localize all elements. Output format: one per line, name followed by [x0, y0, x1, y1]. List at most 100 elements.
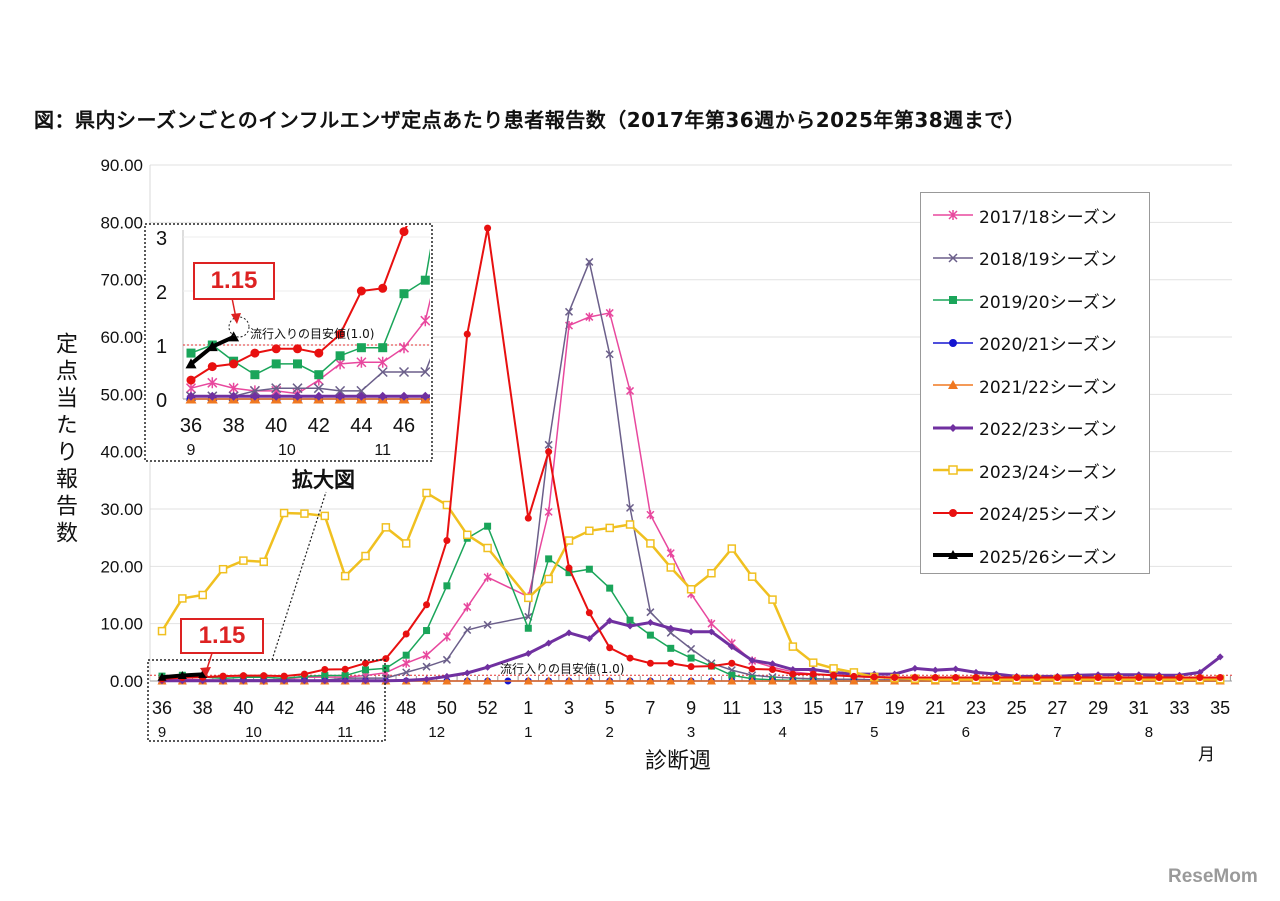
x-tick-label: 25	[1007, 698, 1027, 718]
inset-x-tick-label: 42	[308, 415, 330, 437]
x-tick-label: 38	[193, 698, 213, 718]
series-2021-22	[185, 393, 473, 404]
data-point	[378, 343, 388, 353]
data-point	[565, 564, 573, 572]
legend-label: 2020/21シーズン	[979, 335, 1117, 355]
legend-item: 2018/19シーズン	[931, 246, 1117, 270]
data-point	[441, 394, 452, 404]
inset-y-tick-label: 3	[156, 228, 167, 250]
data-point	[239, 672, 247, 680]
data-point	[463, 602, 472, 612]
data-point	[830, 671, 838, 679]
x-tick-label: 31	[1129, 698, 1149, 718]
data-point	[177, 670, 187, 679]
data-point	[300, 670, 308, 678]
data-point	[748, 656, 756, 664]
data-point	[249, 385, 260, 396]
series-line	[160, 491, 1221, 681]
data-point	[422, 662, 431, 671]
data-point	[399, 289, 409, 299]
data-point	[646, 631, 654, 639]
data-point	[300, 677, 308, 685]
data-point	[707, 662, 715, 670]
legend-swatch-diamond-icon	[933, 423, 973, 432]
data-point	[666, 676, 676, 685]
data-point	[335, 351, 345, 361]
data-point	[707, 568, 716, 578]
data-point	[891, 674, 899, 682]
legend-label: 2023/24シーズン	[979, 462, 1117, 483]
legend-label: 2021/22シーズン	[979, 377, 1117, 398]
legend-swatch-triangle-icon	[933, 380, 973, 389]
data-point	[666, 563, 675, 572]
series-line	[162, 619, 1222, 683]
data-point	[1176, 674, 1183, 682]
data-point	[356, 356, 367, 368]
series-2025-26	[157, 669, 208, 681]
legend: 2017/18シーズン 2018/19シーズン 2019/20シーズン 2020/21…	[920, 192, 1150, 574]
data-point	[769, 666, 776, 674]
data-point	[483, 620, 492, 629]
legend-item: 2025/26シーズン	[931, 543, 1117, 568]
data-point	[606, 644, 614, 652]
data-point	[687, 654, 695, 662]
data-point	[972, 668, 980, 676]
data-point	[462, 394, 473, 404]
data-point	[186, 375, 196, 385]
legend-marker	[949, 296, 957, 304]
data-point	[362, 666, 369, 674]
y-tick-label: 60.00	[100, 328, 143, 347]
series-2024-25	[158, 224, 1224, 683]
callout-arrowhead	[200, 667, 211, 677]
data-point	[728, 671, 736, 679]
series-line	[161, 227, 1221, 680]
data-point	[483, 543, 492, 553]
data-point	[271, 383, 282, 394]
data-point	[585, 526, 594, 536]
x-tick-label: 40	[233, 698, 253, 718]
data-point	[687, 663, 695, 671]
data-point	[544, 440, 553, 449]
data-point	[421, 184, 430, 193]
data-point	[320, 511, 330, 521]
data-point	[524, 649, 532, 657]
data-point	[341, 672, 349, 680]
data-point	[239, 556, 248, 565]
inset-month-label: 10	[278, 442, 296, 459]
x-tick-label: 9	[686, 698, 696, 718]
y-tick-label: 80.00	[100, 213, 143, 232]
data-point	[271, 344, 281, 354]
x-tick-label: 17	[844, 698, 864, 718]
data-point	[377, 356, 388, 368]
data-point	[260, 672, 268, 680]
data-point	[1013, 674, 1021, 682]
data-point	[1094, 674, 1102, 682]
legend-item: 2021/22シーズン	[931, 373, 1117, 398]
data-point	[292, 383, 303, 394]
x-tick-label: 42	[274, 698, 294, 718]
data-point	[463, 260, 472, 269]
data-point	[356, 385, 367, 396]
x-tick-label: 7	[645, 698, 655, 718]
data-point	[545, 639, 553, 647]
data-point	[1033, 674, 1041, 682]
inset-x-tick-label: 46	[393, 415, 415, 437]
data-point	[420, 275, 430, 285]
data-point	[707, 628, 715, 636]
data-point	[646, 539, 655, 548]
data-point	[463, 669, 471, 677]
data-point	[402, 668, 411, 677]
data-point	[809, 670, 817, 678]
data-point	[667, 624, 675, 632]
data-point	[178, 594, 187, 603]
data-point	[279, 508, 289, 518]
callout-badge-inset: 1.15	[193, 262, 275, 300]
month-label: 10	[245, 724, 262, 741]
data-point	[321, 672, 329, 680]
data-point	[768, 676, 777, 685]
data-point	[442, 314, 451, 323]
y-axis-title: 定点当たり報告数	[52, 332, 77, 548]
data-point	[313, 383, 324, 394]
inset-month-label: 9	[187, 442, 196, 459]
data-point	[443, 672, 451, 680]
